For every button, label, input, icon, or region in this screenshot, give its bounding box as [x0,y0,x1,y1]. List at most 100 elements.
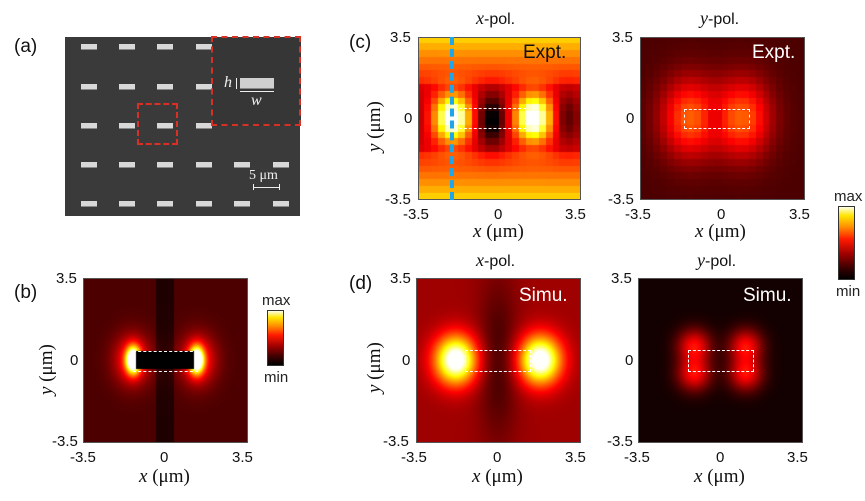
ylabel-c-unit: (μm) [364,101,385,144]
xtick-b-left: -3.5 [70,449,96,466]
plot-frame-d-ypol [638,278,803,443]
xlabel-d-ypol-unit: (μm) [702,466,745,487]
inset-border [211,36,301,126]
nanorod [273,201,289,207]
title-c-right: y-pol. [700,8,739,29]
ylabel-b-var: y [36,386,57,395]
xlabel-b: x (μm) [139,466,190,488]
nanorod [81,44,97,50]
xtick-d2-left: -3.5 [624,449,650,466]
nanorod [81,201,97,207]
xlabel-d-ypol: x (μm) [694,466,745,488]
nanorod [196,123,212,129]
xlabel-c-xpol: x (μm) [473,221,524,243]
ytick-d-mid: 0 [402,352,411,369]
line-cut-marker [450,37,454,200]
nanorod [157,123,173,129]
xlabel-c-xpol-unit: (μm) [481,221,524,242]
ytick-d-bottom: -3.5 [383,433,409,450]
ytick-c-bottom: -3.5 [385,191,411,208]
title-d-right-var: y [697,250,705,270]
tag-d-ypol: Simu. [743,285,792,306]
xtick-c-mid: 0 [494,206,503,223]
title-d-right-rest: -pol. [705,253,737,270]
title-c-left-rest: -pol. [484,11,516,28]
nanorod [81,123,97,129]
ytick-c2-top: 3.5 [612,29,633,46]
ytick-d2-top: 3.5 [611,270,632,287]
tag-c-xpol: Expt. [523,42,567,63]
nanorod [81,162,97,168]
title-c-left: x-pol. [476,8,515,29]
ytick-c2-bottom: -3.5 [608,191,634,208]
xtick-b-mid: 0 [160,449,169,466]
title-d-left: x-pol. [476,250,515,271]
xtick-d-mid: 0 [493,449,502,466]
xtick-c-left: -3.5 [403,206,429,223]
nanorod [81,84,97,90]
panel-label-d: (d) [349,273,373,294]
colorbar-min: min [836,283,861,300]
xlabel-d-xpol: x (μm) [472,466,523,488]
panel-label-b: (b) [14,282,38,303]
inset-rod [240,78,274,89]
xlabel-c-ypol-var: x [695,221,704,242]
panel-label-a: (a) [14,36,38,57]
ylabel-b: y (μm) [36,344,58,395]
title-c-right-var: y [700,8,708,28]
nanorod [196,84,212,90]
heatmap-d-xpol [416,278,580,442]
plot-frame-b [83,278,248,443]
xlabel-c-xpol-var: x [473,221,482,242]
nanorod [157,201,173,207]
width-marker [240,91,274,92]
ytick-c-top: 3.5 [390,29,411,46]
scale-bar-cap-left [253,184,254,190]
title-c-left-var: x [476,8,484,28]
ylabel-d-unit: (μm) [364,342,385,385]
colorbar-max: max [834,188,863,205]
ylabel-b-unit: (μm) [36,344,57,387]
scale-bar-label: 5 μm [249,168,278,183]
xtick-c2-right: 3.5 [789,206,810,223]
nanorod [273,162,289,168]
xtick-d-right: 3.5 [565,449,586,466]
panel-label-c: (c) [349,32,372,53]
inset-h-label: h [224,74,232,91]
plot-frame-c-ypol [640,37,805,200]
ytick-d2-mid: 0 [625,352,634,369]
ytick-c2-mid: 0 [626,110,635,127]
rod-outline-b [133,351,198,372]
xlabel-d-xpol-unit: (μm) [480,466,523,487]
xtick-c2-left: -3.5 [625,206,651,223]
xtick-d2-mid: 0 [716,449,725,466]
xtick-d-left: -3.5 [401,449,427,466]
nanorod [196,44,212,50]
title-d-left-var: x [476,250,484,270]
ytick-b-top: 3.5 [56,270,77,287]
height-marker [236,78,237,89]
xtick-c2-mid: 0 [717,206,726,223]
tag-d-xpol: Simu. [519,285,568,306]
nanorod [119,162,135,168]
plot-frame-c-xpol [418,37,581,200]
colorbar-b-min: min [264,369,289,386]
rod-outline-c-ypol [684,109,750,129]
title-d-left-rest: -pol. [484,253,516,270]
heatmap-c-ypol [640,37,804,200]
nanorod [234,201,250,207]
nanorod [157,84,173,90]
nanorod [157,44,173,50]
nanorod [119,201,135,207]
tag-c-ypol: Expt. [752,42,796,63]
ytick-d2-bottom: -3.5 [607,433,633,450]
rod-outline-d-xpol [465,350,531,372]
title-c-right-rest: -pol. [708,11,740,28]
highlight-box [137,103,178,145]
xlabel-b-var: x [139,466,148,487]
title-d-right: y-pol. [697,250,736,271]
nanorod [196,201,212,207]
heatmap-c-xpol [418,37,580,200]
xlabel-d-xpol-var: x [472,466,481,487]
nanorod [119,84,135,90]
